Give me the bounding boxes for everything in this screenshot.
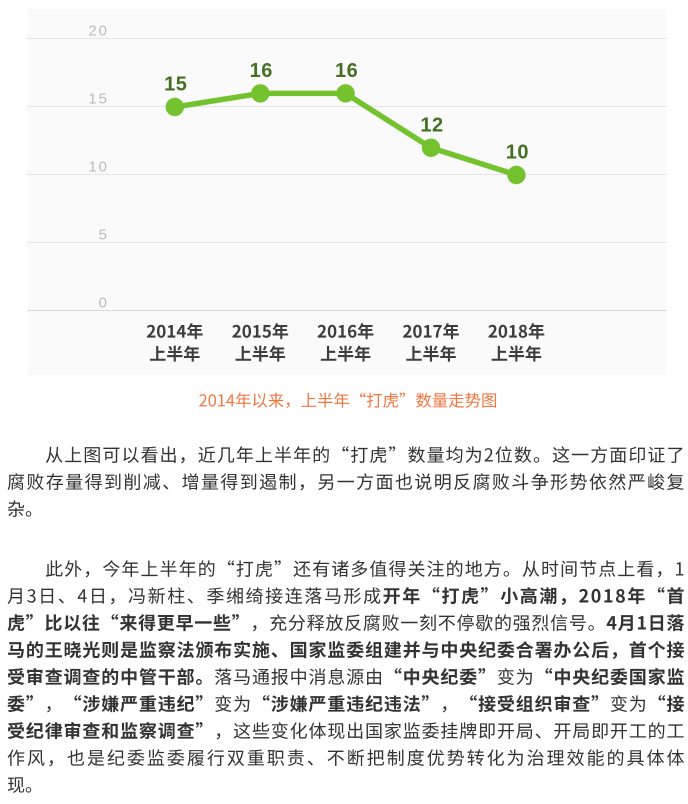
svg-text:15: 15	[88, 91, 109, 108]
svg-text:20: 20	[88, 23, 109, 40]
svg-text:10: 10	[506, 142, 529, 164]
svg-text:12: 12	[420, 114, 443, 136]
svg-text:16: 16	[250, 60, 273, 82]
svg-text:16: 16	[335, 60, 358, 82]
svg-text:5: 5	[99, 227, 109, 244]
svg-text:15: 15	[164, 74, 187, 96]
svg-text:0: 0	[99, 295, 109, 312]
svg-text:10: 10	[88, 159, 109, 176]
